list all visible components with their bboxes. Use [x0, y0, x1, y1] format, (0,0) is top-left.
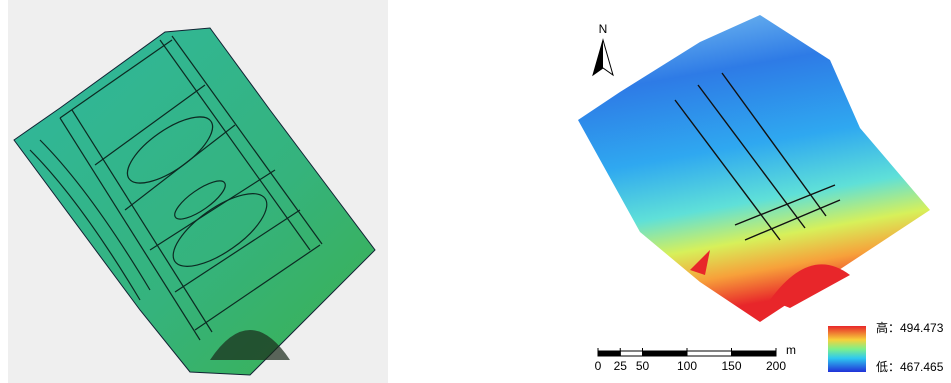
scale-label: 25	[614, 359, 628, 373]
scale-segment	[643, 351, 688, 356]
scale-unit: m	[786, 343, 796, 357]
figure: N 0 25 50 100 150 200 m 高：494.473 低：467.465	[0, 0, 951, 383]
north-label: N	[599, 22, 608, 36]
scale-segment	[598, 351, 620, 356]
legend-high: 高：494.473	[876, 320, 944, 335]
legend-low: 低：467.465	[876, 360, 944, 374]
scale-segment	[732, 351, 777, 356]
legend-ramp	[828, 326, 866, 372]
scale-bar: 0 25 50 100 150 200	[595, 348, 787, 373]
elevation-map	[578, 15, 930, 322]
north-arrow-half	[593, 40, 603, 75]
scale-label: 150	[721, 359, 741, 373]
scale-label: 0	[595, 359, 602, 373]
scale-label: 50	[636, 359, 650, 373]
scale-segment	[687, 351, 732, 356]
scale-label: 100	[677, 359, 697, 373]
scale-segment	[620, 351, 642, 356]
scale-label: 200	[766, 359, 786, 373]
